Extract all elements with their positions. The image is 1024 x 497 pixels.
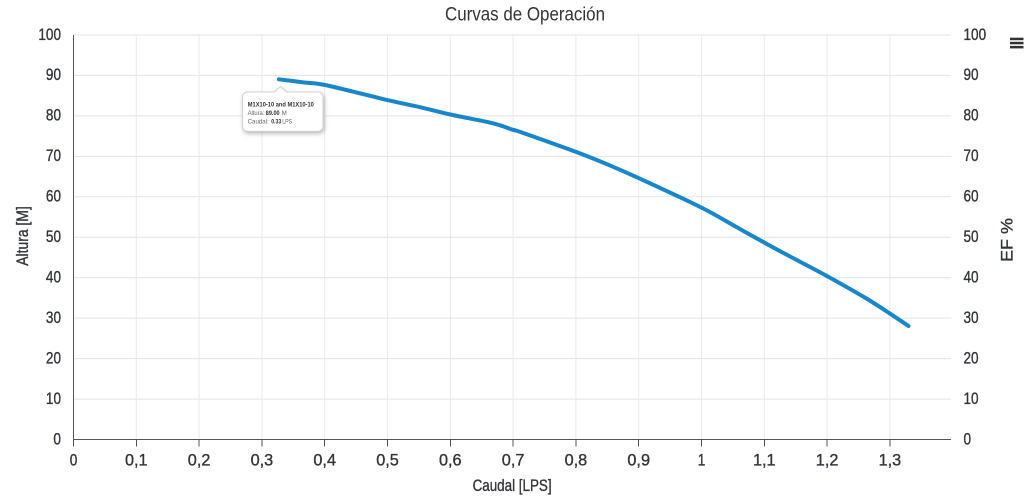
svg-text:20: 20: [964, 349, 979, 367]
svg-text:Altura:89.00M: Altura:89.00 M: [248, 110, 287, 117]
svg-text:1,1: 1,1: [753, 452, 776, 470]
svg-text:0,1: 0,1: [125, 452, 148, 470]
svg-text:Caudal:0.33LPS: Caudal: 0.33LPS: [248, 118, 293, 125]
svg-text:50: 50: [46, 228, 61, 246]
svg-text:0,4: 0,4: [313, 452, 336, 470]
svg-text:EF %: EF %: [998, 218, 1016, 262]
svg-text:10: 10: [46, 390, 61, 408]
svg-text:90: 90: [46, 66, 61, 84]
svg-text:0: 0: [70, 452, 78, 470]
svg-text:100: 100: [964, 26, 987, 44]
svg-text:0,6: 0,6: [439, 452, 462, 470]
svg-text:1,2: 1,2: [816, 452, 839, 470]
svg-text:0,3: 0,3: [251, 452, 274, 470]
svg-text:Caudal [LPS]: Caudal [LPS]: [473, 477, 552, 495]
svg-text:10: 10: [964, 390, 979, 408]
svg-text:0,5: 0,5: [376, 452, 399, 470]
svg-text:70: 70: [964, 147, 979, 165]
svg-text:1,3: 1,3: [879, 452, 902, 470]
svg-text:90: 90: [964, 66, 979, 84]
svg-text:70: 70: [46, 147, 61, 165]
svg-text:60: 60: [46, 188, 61, 206]
svg-text:40: 40: [46, 269, 61, 287]
svg-text:100: 100: [38, 26, 61, 44]
svg-text:60: 60: [964, 188, 979, 206]
svg-text:30: 30: [46, 309, 61, 327]
svg-text:0: 0: [53, 430, 61, 448]
svg-text:Curvas de Operación: Curvas de Operación: [445, 4, 605, 26]
svg-text:0,9: 0,9: [627, 452, 650, 470]
svg-text:30: 30: [964, 309, 979, 327]
svg-text:1: 1: [698, 452, 706, 470]
svg-text:40: 40: [964, 269, 979, 287]
svg-text:0,2: 0,2: [188, 452, 211, 470]
svg-text:0: 0: [964, 430, 972, 448]
svg-text:0,7: 0,7: [502, 452, 525, 470]
svg-text:0,8: 0,8: [565, 452, 588, 470]
svg-text:20: 20: [46, 349, 61, 367]
svg-text:Altura [M]: Altura [M]: [14, 206, 32, 266]
svg-text:80: 80: [46, 107, 61, 125]
svg-text:M1X10-10 and M1X10-10: M1X10-10 and M1X10-10: [248, 101, 314, 108]
svg-text:80: 80: [964, 107, 979, 125]
svg-text:50: 50: [964, 228, 979, 246]
